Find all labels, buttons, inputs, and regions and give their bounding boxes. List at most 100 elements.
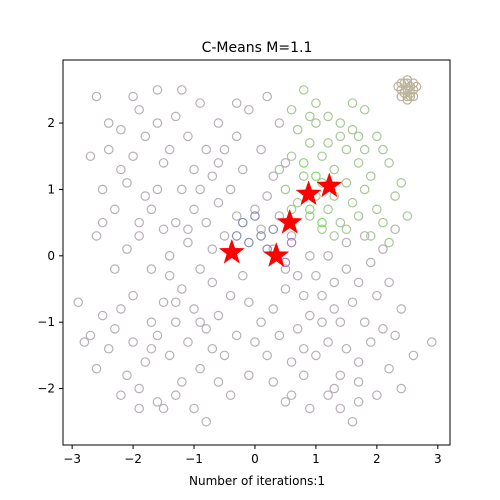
data-point [183,237,193,248]
data-point [426,337,437,347]
data-point [152,397,163,407]
cluster-center-marker [263,242,290,267]
data-point [213,310,224,321]
data-point [274,118,285,128]
data-point [341,178,352,188]
data-point [305,310,315,321]
data-point [116,390,126,401]
data-point [134,231,144,241]
data-point [158,297,169,308]
data-point [219,350,230,361]
data-point [116,164,126,175]
data-point [390,330,400,341]
data-point [164,251,175,261]
data-point [286,237,297,248]
data-point [189,403,199,414]
y-tick-label: −1 [37,315,55,329]
data-point [256,231,266,241]
data-point [365,257,376,268]
data-point [317,224,327,235]
data-point [353,357,364,367]
data-point [170,111,181,122]
data-point [305,111,315,122]
data-point [286,231,297,241]
data-point [219,144,230,155]
data-point [384,237,394,248]
data-point [268,171,279,181]
y-axis: −2 −1 0 1 2 [37,116,63,396]
data-point [237,270,248,281]
data-point [335,370,346,381]
data-point [213,158,224,168]
data-point [262,91,272,102]
data-point [256,224,266,235]
data-point [207,171,218,181]
data-point [402,211,413,221]
data-point [280,284,291,294]
data-point [396,304,407,314]
data-point [335,131,346,142]
data-point [91,231,102,241]
x-axis: −3 −2 −1 0 1 2 3 [63,445,442,466]
data-point [353,397,364,407]
data-point [177,85,187,95]
data-point [134,383,144,394]
data-point [347,197,358,208]
data-point [305,251,315,261]
data-point [396,78,407,89]
data-point [85,330,96,341]
data-point [183,131,193,142]
data-point [311,118,321,128]
data-point [97,184,108,195]
data-point [298,290,309,301]
data-point [353,211,364,221]
data-point [225,290,236,301]
data-point [286,357,297,367]
data-point [292,324,303,334]
data-point [372,290,382,301]
data-point [292,124,303,135]
data-point [329,304,340,314]
data-point [128,91,138,102]
data-point [164,270,175,281]
data-point [268,304,279,314]
data-point [177,184,187,195]
data-point [298,85,309,95]
data-point [353,377,364,387]
data-point [262,191,272,201]
data-point [411,81,422,92]
data-point [134,104,144,115]
data-point [329,383,340,394]
data-point [140,357,151,367]
data-point [110,204,120,215]
data-point [97,217,108,228]
data-point [365,171,376,181]
data-point [311,171,321,181]
data-point [353,158,364,168]
data-point [177,284,187,294]
data-point [365,231,376,241]
data-point [353,277,364,288]
data-point [268,377,279,387]
data-point [164,144,175,155]
data-point [231,211,242,221]
data-point [317,217,327,228]
cluster-center-marker [276,208,303,234]
data-point [201,217,212,228]
data-point [280,158,291,168]
data-point [402,78,413,89]
x-tick-label: −1 [185,452,203,466]
data-point [298,158,309,168]
cluster-center-marker [316,172,343,198]
data-point [128,151,138,162]
x-tick-label: −2 [124,452,142,466]
data-point [384,363,394,374]
data-point [237,217,248,228]
data-point [311,350,321,361]
data-point [146,317,157,327]
cluster-centers [218,172,343,267]
data-point [317,290,327,301]
data-point [250,337,260,347]
data-point [201,144,212,155]
data-point [353,131,364,142]
